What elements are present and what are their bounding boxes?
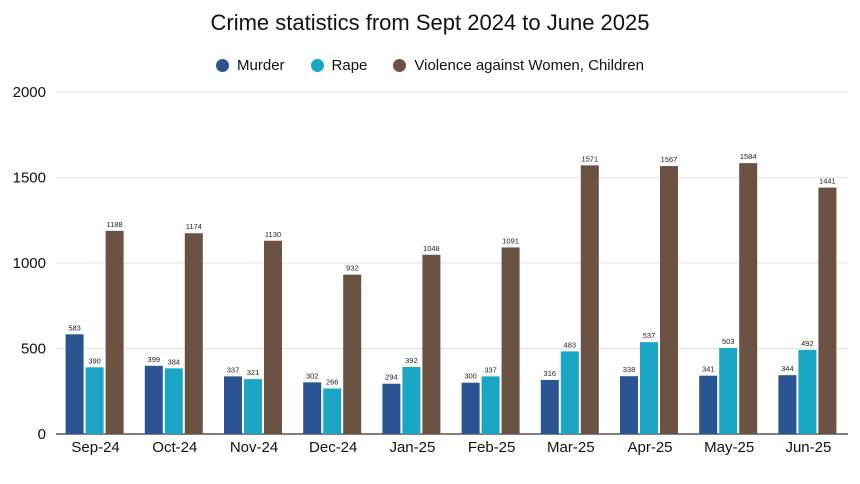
x-tick-label: Nov-24 xyxy=(230,439,278,456)
bar xyxy=(540,379,559,434)
bar xyxy=(343,274,362,434)
legend-label-rape: Rape xyxy=(331,57,368,74)
data-label: 1130 xyxy=(265,230,281,239)
data-label: 932 xyxy=(346,264,359,273)
bar xyxy=(382,383,401,434)
data-label: 492 xyxy=(801,339,814,348)
y-tick-label: 2000 xyxy=(13,84,46,101)
data-label: 337 xyxy=(484,365,497,374)
x-tick-label: Oct-24 xyxy=(152,439,197,456)
bar xyxy=(778,375,797,434)
bar xyxy=(303,382,322,434)
bar xyxy=(818,187,837,434)
bar xyxy=(264,240,282,434)
data-label: 384 xyxy=(168,357,181,366)
bar xyxy=(501,247,520,434)
bar xyxy=(244,379,262,434)
x-tick-label: May-25 xyxy=(704,439,754,456)
data-label: 503 xyxy=(722,337,735,346)
bar xyxy=(105,230,124,434)
legend-label-murder: Murder xyxy=(237,57,285,74)
legend-swatch-murder xyxy=(216,59,230,72)
x-tick-label: Jan-25 xyxy=(389,439,435,456)
data-label: 1441 xyxy=(819,177,836,186)
data-label: 316 xyxy=(544,369,557,378)
x-tick-label: Sep-24 xyxy=(71,439,119,456)
bar xyxy=(798,349,817,434)
legend-swatch-rape xyxy=(310,59,324,72)
bar xyxy=(481,376,500,434)
data-label: 390 xyxy=(88,356,101,365)
data-label: 266 xyxy=(326,378,339,387)
data-label: 1567 xyxy=(661,155,678,164)
legend-swatch-violence xyxy=(393,59,407,72)
data-label: 321 xyxy=(247,368,260,377)
bar xyxy=(402,366,421,434)
bar xyxy=(422,254,441,434)
x-tick-label: Feb-25 xyxy=(468,439,516,456)
y-tick-label: 1500 xyxy=(13,170,46,187)
bar xyxy=(699,375,718,434)
data-label: 1174 xyxy=(186,222,202,231)
data-label: 392 xyxy=(405,356,418,365)
bar xyxy=(580,165,599,434)
bar xyxy=(144,365,163,434)
data-label: 537 xyxy=(643,331,656,340)
data-label: 341 xyxy=(702,365,715,374)
bar xyxy=(224,376,242,434)
legend-label-violence: Violence against Women, Children xyxy=(414,57,644,74)
data-label: 1048 xyxy=(423,244,440,253)
data-label: 1188 xyxy=(107,220,123,229)
data-label: 583 xyxy=(68,323,81,332)
data-label: 294 xyxy=(385,373,398,382)
y-tick-label: 1000 xyxy=(13,255,46,272)
chart-title: Crime statistics from Sept 2024 to June … xyxy=(210,10,650,35)
data-label: 337 xyxy=(227,365,240,374)
legend-item-violence: Violence against Women, Children xyxy=(393,57,644,74)
bar xyxy=(560,351,579,434)
data-label: 1091 xyxy=(502,236,519,245)
data-label: 300 xyxy=(464,372,477,381)
x-tick-label: Jun-25 xyxy=(785,439,831,456)
bar xyxy=(65,334,84,434)
bar xyxy=(640,342,658,434)
bar xyxy=(660,166,678,434)
bar xyxy=(719,347,738,434)
x-tick-label: Dec-24 xyxy=(309,439,357,456)
legend-item-murder: Murder xyxy=(216,57,285,74)
x-tick-label: Apr-25 xyxy=(627,439,672,456)
bar xyxy=(85,367,104,434)
bar xyxy=(164,368,183,434)
y-tick-label: 500 xyxy=(21,341,46,358)
bar xyxy=(739,163,758,435)
data-label: 399 xyxy=(148,355,161,364)
x-tick-label: Mar-25 xyxy=(547,439,595,456)
y-tick-label: 0 xyxy=(38,426,46,443)
data-label: 1584 xyxy=(740,152,757,161)
bar xyxy=(461,382,480,434)
bar xyxy=(620,376,638,434)
chart-legend: Murder Rape Violence against Women, Chil… xyxy=(0,57,860,74)
bar xyxy=(184,233,203,434)
bar xyxy=(323,388,342,434)
legend-item-rape: Rape xyxy=(310,57,368,74)
data-label: 338 xyxy=(623,365,636,374)
data-label: 483 xyxy=(564,340,577,349)
data-label: 302 xyxy=(306,371,319,380)
data-label: 344 xyxy=(781,364,794,373)
data-label: 1571 xyxy=(581,154,598,163)
